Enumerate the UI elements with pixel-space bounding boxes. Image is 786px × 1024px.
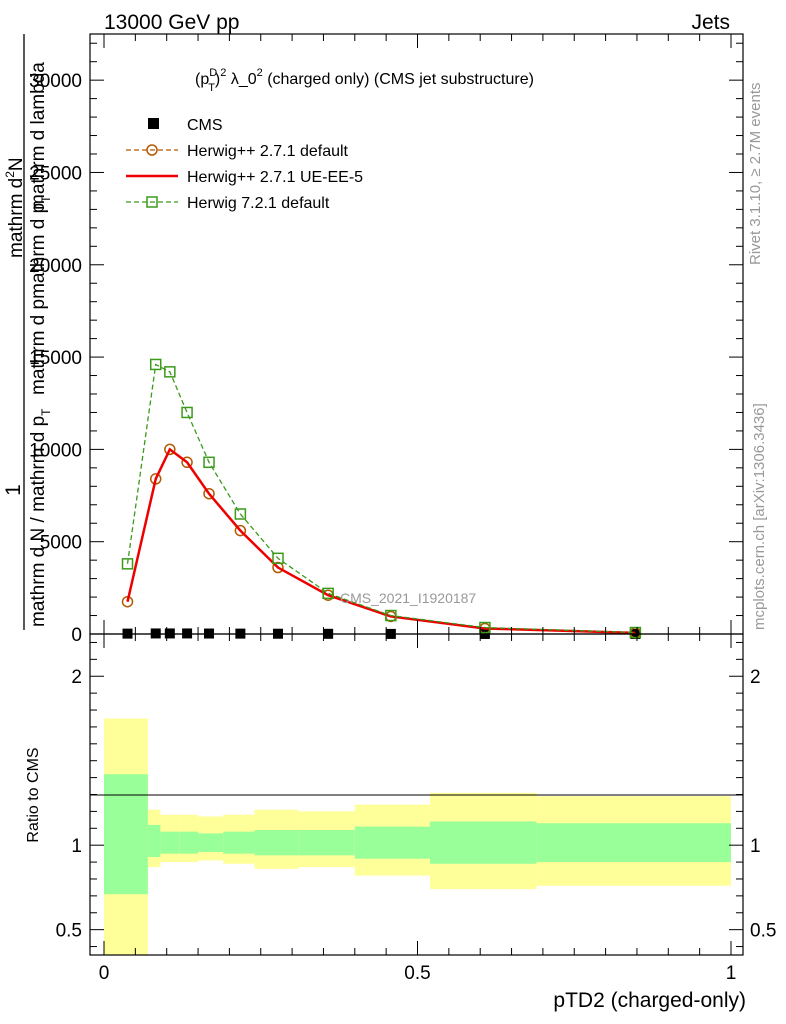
ylabel-inner-fraction: mathrm d pmathrm d pT <box>28 195 53 395</box>
ylabel-den1: mathrm d N / mathrm d p <box>28 416 49 627</box>
title-sup-d: D <box>209 67 217 79</box>
herwig7-default-point <box>385 609 397 622</box>
analysis-watermark: CMS_2021_I1920187 <box>340 590 476 606</box>
ratio-ytick-label-right: 2 <box>750 667 761 688</box>
ratio-band-stat <box>536 823 731 863</box>
main-ytick-label: 25000 <box>29 163 82 184</box>
herwigpp-default-point <box>181 456 193 469</box>
ylabel-den1-sub: T <box>39 408 53 416</box>
ratio-band-stat <box>223 831 255 854</box>
ratio-band-stat <box>160 831 180 854</box>
main-ytick-label: 30000 <box>29 71 82 92</box>
herwig7-default-point <box>121 558 134 570</box>
title-sq1: 2 <box>220 67 226 79</box>
title-open: (p <box>195 71 209 88</box>
herwig7-default-point <box>149 358 162 371</box>
ratio-band-stat <box>298 829 355 856</box>
ratio-ytick-label: 0.5 <box>56 921 82 942</box>
ylabel-num-n: N <box>6 157 27 171</box>
main-ytick-label: 0 <box>71 625 82 646</box>
xaxis-label: pTD2 (charged-only) <box>553 989 746 1012</box>
herwigpp-default-point <box>164 443 176 456</box>
xtick-label: 0 <box>99 963 110 984</box>
header-energy-label: 13000 GeV pp <box>104 11 239 34</box>
ylabel-den2: mathrm d pmathrm d p <box>28 203 49 395</box>
main-ytick-label: 20000 <box>29 256 82 277</box>
herwig7-default-point <box>181 406 193 419</box>
title-rest: (charged only) (CMS jet substructure) <box>263 71 534 88</box>
title-sq2: 2 <box>257 67 263 79</box>
header-jets-label: Jets <box>691 11 730 34</box>
herwig7-default-point <box>203 456 215 469</box>
herwigpp-default-point <box>272 561 284 574</box>
ratio-panel: 0.5 0.5 1 1 2 2 0 0.5 1 Ratio to CMS pTD2 (charg… <box>25 633 776 1012</box>
ratio-band-stat <box>179 831 199 854</box>
legend-label: Herwig++ 2.7.1 default <box>187 143 349 160</box>
herwig7-default-point <box>629 626 642 639</box>
ratio-ytick-label-right: 1 <box>750 836 761 857</box>
herwigpp-default-point <box>234 524 247 537</box>
ylabel-den2-sub: T <box>39 195 53 203</box>
legend-label: Herwig++ 2.7.1 UE-EE-5 <box>187 169 363 186</box>
herwig7-default-point <box>322 587 334 600</box>
main-ylabel: 1 mathrm d N / mathrm d pT mathrm d pmat… <box>2 34 53 630</box>
ylabel-den3: mathrm d lambda <box>28 62 49 210</box>
series-line-herwigpp-ueee5 <box>126 447 636 635</box>
ratio-band-stat <box>254 829 299 856</box>
ylabel-num: mathrm d <box>6 178 27 258</box>
ratio-band-stat <box>147 824 161 858</box>
legend-label: CMS <box>187 117 223 134</box>
title-mid: λ_0 <box>226 71 256 88</box>
herwig7-default-point <box>234 508 247 520</box>
ratio-band-stat <box>198 833 224 852</box>
legend-marker-cms <box>148 118 159 129</box>
main-axes: 0 5000 10000 15000 20000 25000 30000 <box>29 34 743 646</box>
xtick-label: 0.5 <box>404 963 430 984</box>
ylabel-denominator: mathrm d N / mathrm d pT <box>28 408 53 627</box>
herwig7-default-point <box>272 552 284 565</box>
title-close: ) <box>215 71 220 88</box>
ratio-band-stat <box>104 774 148 895</box>
ratio-ytick-label: 2 <box>71 667 82 688</box>
legend-label: Herwig 7.2.1 default <box>187 195 330 212</box>
ratio-bands <box>104 718 731 955</box>
xtick-label: 1 <box>726 963 737 984</box>
ratio-ytick-label: 1 <box>71 836 82 857</box>
ratio-band-stat <box>430 821 537 864</box>
rivet-version-label: Rivet 3.1.10, ≥ 2.7M events <box>747 83 764 266</box>
ratio-ytick-label-right: 0.5 <box>750 921 776 942</box>
legend-marker-herwigpp-default <box>146 144 158 156</box>
main-panel: CMS_2021_I1920187 0 5000 10000 15000 20000 25… <box>2 33 744 646</box>
ylabel-numerator: mathrm d2N <box>3 157 27 258</box>
main-ytick-label: 15000 <box>29 348 82 369</box>
main-ytick-label: 10000 <box>29 440 82 461</box>
legend: CMS Herwig++ 2.7.1 default Herwig++ 2.7.1 … <box>126 117 363 212</box>
ylabel-num-sup: 2 <box>3 171 17 178</box>
legend-marker-herwig7-default <box>146 196 158 208</box>
chart-title: (pD T)2 λ_02 (charged only) (CMS jet subs… <box>195 67 534 94</box>
main-ytick-label: 5000 <box>40 533 82 554</box>
ratio-band-stat <box>354 826 431 859</box>
ratio-ylabel: Ratio to CMS <box>25 747 42 842</box>
herwig7-default-point <box>164 366 176 378</box>
herwigpp-default-point <box>203 487 215 500</box>
title-sub-t: T <box>208 82 215 94</box>
ylabel-one: 1 <box>2 484 25 496</box>
ratio-axes: 0.5 0.5 1 1 2 2 0 0.5 1 <box>56 634 776 984</box>
mcplots-label: mcplots.cern.ch [arXiv:1306.3436] <box>751 403 768 630</box>
